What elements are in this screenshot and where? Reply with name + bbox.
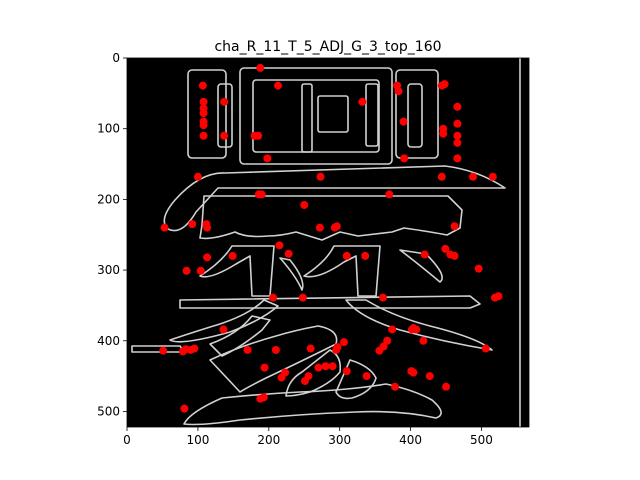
x-tick-label: 0 [123, 433, 131, 447]
data-point [271, 345, 280, 354]
data-point [316, 172, 325, 181]
data-point [300, 201, 309, 210]
data-point [332, 222, 341, 231]
data-point [269, 293, 278, 302]
data-point [441, 244, 450, 253]
x-tick-label: 500 [470, 433, 493, 447]
data-point [321, 362, 330, 371]
data-point [275, 241, 284, 250]
data-point [257, 190, 266, 199]
data-point [391, 382, 399, 391]
data-point [342, 251, 351, 260]
data-point [358, 97, 367, 106]
y-tick-label: 100 [97, 122, 120, 136]
axes-frame [126, 57, 530, 428]
data-point [220, 97, 229, 106]
y-tick-label: 0 [112, 51, 120, 65]
x-tick-label: 200 [257, 433, 280, 447]
data-point [453, 154, 462, 163]
data-point [228, 251, 237, 260]
data-point [274, 81, 283, 90]
data-point [277, 373, 286, 382]
data-point [306, 344, 315, 353]
data-point [203, 253, 212, 262]
data-point [394, 87, 403, 96]
data-point [182, 266, 191, 275]
data-point [260, 363, 269, 372]
data-point [196, 266, 205, 275]
data-point [442, 382, 451, 391]
data-point [198, 81, 207, 90]
data-point [412, 325, 421, 334]
data-point [298, 293, 307, 302]
data-point [333, 343, 342, 352]
data-point [339, 338, 348, 347]
data-point [188, 220, 197, 229]
data-point [199, 97, 208, 106]
data-point [388, 325, 397, 334]
y-tick-label: 300 [97, 263, 120, 277]
data-point [219, 325, 228, 334]
data-point [468, 172, 477, 181]
data-point [409, 368, 418, 377]
data-point [494, 292, 503, 301]
red-point-markers [159, 63, 503, 413]
data-point [300, 377, 309, 386]
data-point [378, 293, 387, 302]
data-point [193, 172, 202, 181]
plot-area [127, 58, 529, 427]
data-point [399, 117, 408, 126]
y-tick-label: 500 [97, 404, 120, 418]
data-point [254, 131, 263, 140]
data-point [180, 404, 189, 413]
x-tick-label: 100 [186, 433, 209, 447]
data-point [328, 362, 337, 371]
y-axis-ticks: 0 100 200 300 400 500 [97, 51, 127, 418]
data-point [437, 81, 446, 90]
data-point [420, 250, 429, 259]
y-tick-label: 400 [97, 334, 120, 348]
data-point [375, 346, 384, 355]
x-tick-label: 300 [328, 433, 351, 447]
data-point [284, 249, 293, 258]
data-point [437, 172, 446, 181]
chart-title: cha_R_11_T_5_ADJ_G_3_top_160 [214, 39, 441, 55]
data-point [419, 336, 428, 345]
data-point [425, 372, 434, 381]
data-point [453, 102, 462, 111]
data-point [256, 394, 265, 403]
data-point [453, 138, 462, 147]
data-point [385, 190, 394, 199]
data-point [481, 344, 490, 353]
y-tick-label: 200 [97, 192, 120, 206]
data-point [160, 223, 169, 232]
data-point [453, 119, 462, 128]
data-point [453, 131, 462, 140]
data-point [263, 154, 272, 163]
x-axis-ticks: 0 100 200 300 400 500 [123, 427, 493, 447]
data-point [199, 131, 208, 140]
data-point [199, 121, 208, 130]
data-point [315, 223, 324, 232]
data-point [159, 346, 168, 355]
data-point [474, 264, 483, 273]
data-point [439, 129, 448, 138]
data-point [314, 363, 323, 372]
data-point [400, 154, 409, 163]
data-point [342, 367, 351, 376]
glyph-outline-image [131, 58, 521, 427]
data-point [450, 222, 459, 231]
data-point [203, 223, 212, 232]
data-point [361, 251, 370, 260]
data-point [179, 347, 188, 356]
x-tick-label: 400 [399, 433, 422, 447]
data-point [220, 131, 229, 140]
data-point [450, 251, 459, 260]
data-point [362, 372, 371, 381]
data-point [243, 345, 252, 354]
data-point [256, 63, 265, 72]
data-point [488, 172, 497, 181]
data-point [199, 109, 208, 118]
